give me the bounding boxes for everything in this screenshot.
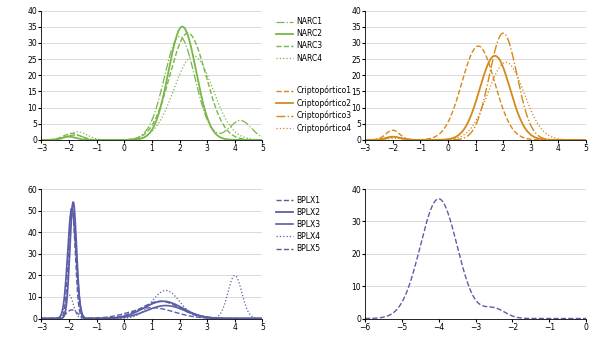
Legend: BPLX1, BPLX2, BPLX3, BPLX4, BPLX5: BPLX1, BPLX2, BPLX3, BPLX4, BPLX5	[273, 193, 324, 256]
Legend: Criptopórtico1, Criptopórtico2, Criptopórtico3, Criptopórtico4: Criptopórtico1, Criptopórtico2, Criptopó…	[273, 83, 355, 136]
